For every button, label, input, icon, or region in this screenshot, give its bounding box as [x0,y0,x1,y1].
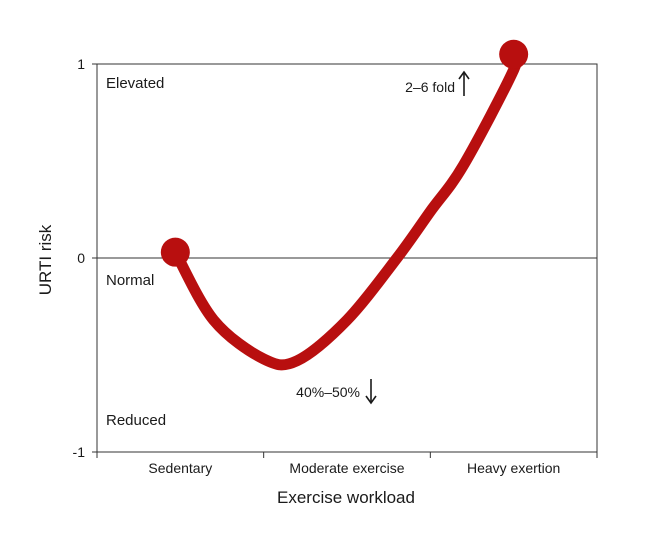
region-label-reduced: Reduced [106,412,166,429]
arrow-down-icon [365,379,377,405]
data-point [499,39,529,69]
x-axis-label: Exercise workload [277,488,415,507]
region-label-elevated: Elevated [106,75,164,92]
y-axis-label: URTI risk [36,224,55,295]
y-tick-label: 1 [77,56,85,72]
x-tick-label: Sedentary [148,460,212,476]
x-axis-ticks: Sedentary Moderate exercise Heavy exertion [96,452,598,476]
x-tick-label: Moderate exercise [289,460,404,476]
annotation-increase: 2–6 fold [405,79,455,95]
annotation-decrease: 40%–50% [296,384,360,400]
y-axis-ticks: 1 0 -1 [73,56,97,460]
data-point [160,237,190,267]
x-tick-label: Heavy exertion [467,460,560,476]
y-tick-label: -1 [73,444,86,460]
region-label-normal: Normal [106,272,154,289]
y-tick-label: 0 [77,250,85,266]
arrow-up-icon [458,70,470,96]
series-line [169,48,523,371]
series-group [160,39,529,371]
